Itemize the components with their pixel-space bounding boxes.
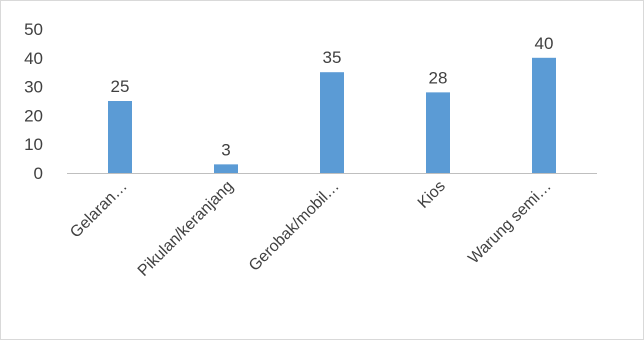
y-tick-label: 10	[24, 135, 43, 154]
y-tick-label: 30	[24, 78, 43, 97]
x-axis: Gelaran… Pikulan/keranjang Gerobak/mobil… K…	[67, 173, 597, 280]
y-tick-label: 50	[24, 20, 43, 39]
category-label: Warung semi…	[465, 178, 555, 268]
data-label: 25	[111, 77, 130, 96]
bar	[532, 57, 556, 173]
bar	[108, 101, 132, 173]
category-label: Gelaran…	[67, 178, 131, 242]
bar	[426, 92, 450, 173]
category-label: Gerobak/mobil…	[246, 178, 343, 275]
y-tick-label: 0	[34, 164, 43, 183]
bar	[214, 164, 238, 173]
data-labels: 25 3 35 28 40	[111, 34, 554, 160]
bars	[108, 57, 556, 173]
category-label: Pikulan/keranjang	[135, 178, 237, 280]
data-label: 28	[429, 68, 448, 87]
category-label: Kios	[415, 178, 449, 212]
y-tick-label: 40	[24, 49, 43, 68]
y-axis: 0 10 20 30 40 50	[24, 20, 43, 183]
bar	[320, 72, 344, 173]
y-tick-label: 20	[24, 106, 43, 125]
data-label: 35	[323, 48, 342, 67]
data-label: 3	[221, 140, 230, 159]
data-label: 40	[535, 34, 554, 53]
